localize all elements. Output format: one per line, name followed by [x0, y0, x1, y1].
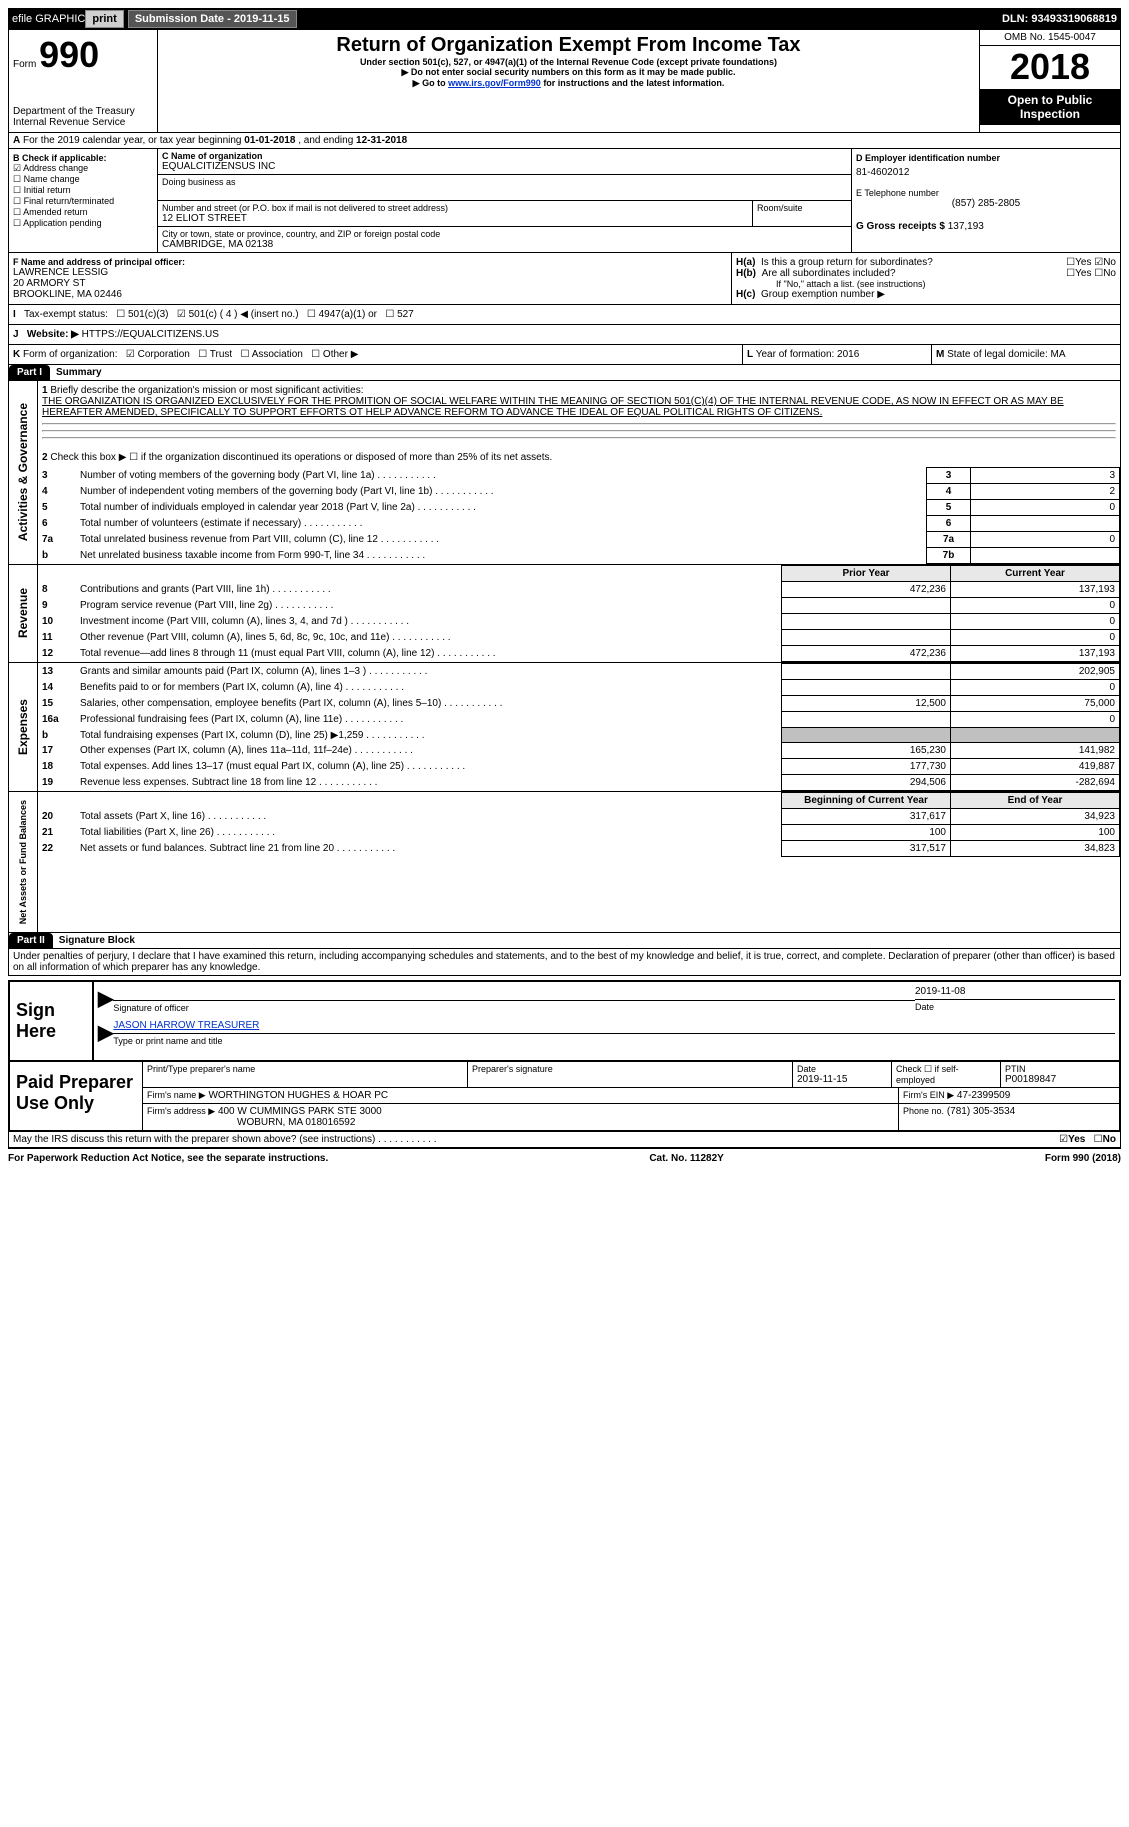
efile-label: efile GRAPHIC — [12, 13, 85, 25]
gross-receipts-label: G Gross receipts $ — [856, 221, 945, 232]
gross-receipts-amount: 137,193 — [948, 221, 984, 232]
print-button[interactable]: print — [85, 10, 123, 28]
firm-name: WORTHINGTON HUGHES & HOAR PC — [208, 1090, 388, 1101]
governance-block: Activities & Governance 1 Briefly descri… — [8, 381, 1121, 565]
footer: For Paperwork Reduction Act Notice, see … — [8, 1148, 1121, 1164]
sign-here-block: Sign Here ▶ Signature of officer 2019-11… — [8, 980, 1121, 1062]
section-i: I Tax-exempt status: ☐ 501(c)(3) ☑ 501(c… — [9, 305, 1120, 324]
checkbox-item: ☑ Address change — [13, 163, 153, 174]
org-name: EQUALCITIZENSUS INC — [162, 161, 847, 172]
part-2-header: Part II Signature Block — [8, 933, 1121, 949]
dln: DLN: 93493319068819 — [1002, 13, 1117, 25]
firm-ein: 47-2399509 — [957, 1090, 1010, 1101]
checkbox-item: ☐ Application pending — [13, 218, 153, 229]
signer-name-link[interactable]: JASON HARROW TREASURER — [113, 1020, 259, 1031]
ptin: P00189847 — [1005, 1074, 1056, 1085]
netassets-table: Beginning of Current YearEnd of Year20 T… — [38, 792, 1120, 857]
form-number: 990 — [39, 34, 99, 75]
phone-number: (857) 285-2805 — [856, 198, 1116, 209]
checkbox-item: ☐ Initial return — [13, 185, 153, 196]
tax-year: 2018 — [980, 46, 1120, 88]
main-title: Return of Organization Exempt From Incom… — [162, 34, 975, 57]
form-header: Form 990 Department of the Treasury Inte… — [8, 30, 1121, 133]
section-de: D Employer identification number 81-4602… — [851, 149, 1120, 252]
preparer-date: 2019-11-15 — [797, 1074, 847, 1085]
subtitle-1: Under section 501(c), 527, or 4947(a)(1)… — [162, 57, 975, 67]
officer-addr1: 20 ARMORY ST — [13, 278, 727, 289]
street-address: 12 ELIOT STREET — [162, 213, 748, 224]
expenses-block: Expenses 13 Grants and similar amounts p… — [8, 663, 1121, 792]
section-fh: F Name and address of principal officer:… — [8, 253, 1121, 305]
website-url: HTTPS://EQUALCITIZENS.US — [82, 329, 219, 340]
part-1-header: Part I Summary — [8, 365, 1121, 381]
section-b: B Check if applicable: ☑ Address change☐… — [9, 149, 158, 252]
sign-date: 2019-11-08 — [915, 986, 1115, 997]
open-to-public: Open to Public Inspection — [980, 88, 1120, 125]
subtitle-2: ▶ Do not enter social security numbers o… — [162, 67, 975, 78]
submission-date-box: Submission Date - 2019-11-15 — [128, 10, 297, 28]
officer-addr2: BROOKLINE, MA 02446 — [13, 289, 727, 300]
section-k: K Form of organization: ☑ Corporation ☐ … — [9, 345, 743, 364]
declaration-text: Under penalties of perjury, I declare th… — [8, 949, 1121, 976]
firm-phone: (781) 305-3534 — [947, 1106, 1015, 1117]
revenue-table: Prior YearCurrent Year8 Contributions an… — [38, 565, 1120, 662]
omb-number: OMB No. 1545-0047 — [980, 30, 1120, 46]
signature-arrow-icon: ▶ — [98, 986, 113, 1014]
checkbox-item: ☐ Amended return — [13, 207, 153, 218]
ein: 81-4602012 — [856, 167, 1116, 178]
checkbox-item: ☐ Final return/terminated — [13, 196, 153, 207]
officer-name: LAWRENCE LESSIG — [13, 267, 727, 278]
firm-addr1: 400 W CUMMINGS PARK STE 3000 — [218, 1106, 382, 1117]
city-state-zip: CAMBRIDGE, MA 02138 — [162, 239, 847, 250]
form-prefix: Form — [13, 59, 36, 70]
paid-preparer-block: Paid Preparer Use Only Print/Type prepar… — [8, 1062, 1121, 1132]
checkbox-item: ☐ Name change — [13, 174, 153, 185]
irs-link[interactable]: www.irs.gov/Form990 — [448, 78, 541, 88]
section-m: M State of legal domicile: MA — [932, 345, 1120, 364]
top-bar: efile GRAPHIC print Submission Date - 20… — [8, 8, 1121, 30]
governance-table: 3 Number of voting members of the govern… — [38, 467, 1120, 564]
revenue-block: Revenue Prior YearCurrent Year8 Contribu… — [8, 565, 1121, 663]
section-c: C Name of organization EQUALCITIZENSUS I… — [158, 149, 851, 252]
subtitle-3: ▶ Go to www.irs.gov/Form990 for instruct… — [162, 78, 975, 89]
mission-description: THE ORGANIZATION IS ORGANIZED EXCLUSIVEL… — [42, 396, 1064, 418]
netassets-block: Net Assets or Fund Balances Beginning of… — [8, 792, 1121, 933]
header-info-block: B Check if applicable: ☑ Address change☐… — [8, 148, 1121, 253]
irs-discuss-line: May the IRS discuss this return with the… — [8, 1132, 1121, 1148]
expenses-table: 13 Grants and similar amounts paid (Part… — [38, 663, 1120, 791]
section-l: L Year of formation: 2016 — [743, 345, 932, 364]
dept-treasury: Department of the Treasury Internal Reve… — [13, 106, 153, 128]
firm-addr2: WOBURN, MA 018016592 — [237, 1117, 355, 1128]
section-j: J Website: ▶ HTTPS://EQUALCITIZENS.US — [9, 325, 1120, 344]
line-a: A For the 2019 calendar year, or tax yea… — [8, 133, 1121, 148]
signature-arrow-icon: ▶ — [98, 1020, 113, 1047]
